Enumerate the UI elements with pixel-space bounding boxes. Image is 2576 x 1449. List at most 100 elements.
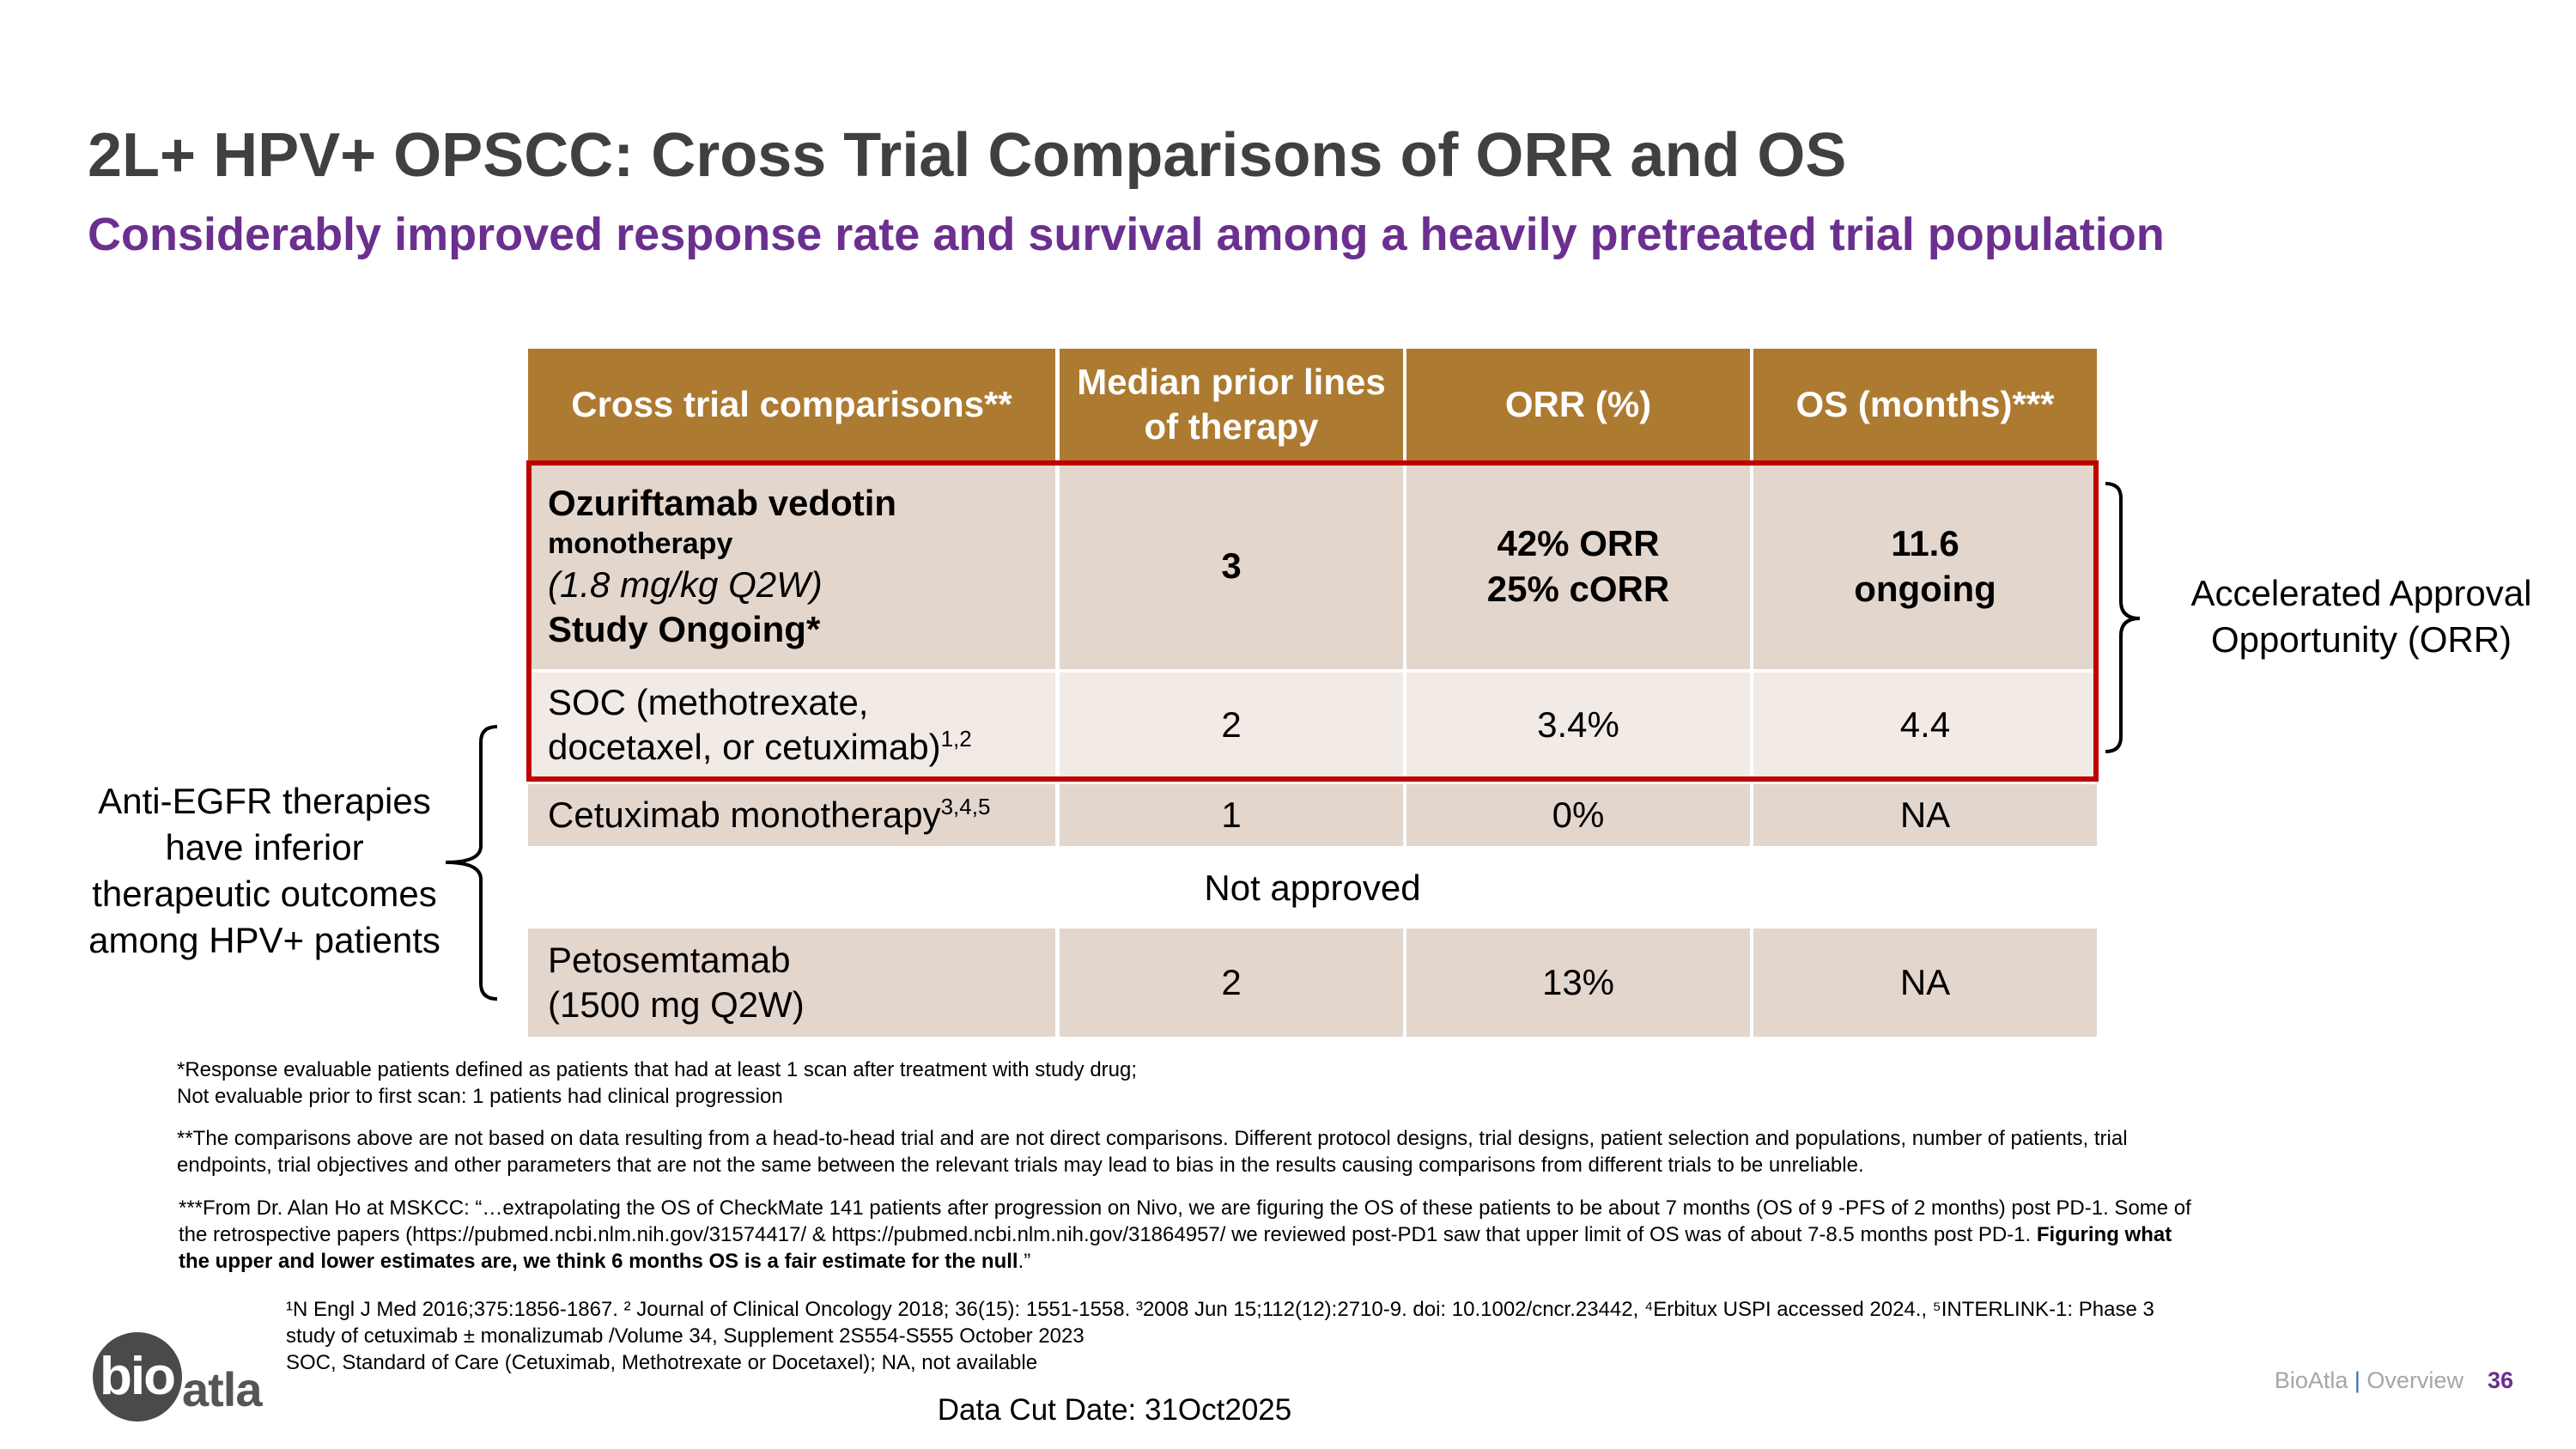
cell-text: monotherapy — [548, 527, 733, 560]
header-text: Cross trial comparisons** — [571, 383, 1012, 424]
footnote-text: ***From Dr. Alan Ho at MSKCC: “…extrapol… — [179, 1196, 2191, 1246]
cell-text: 2 — [1221, 703, 1242, 745]
annotation-line: among HPV+ patients — [88, 920, 440, 960]
cell-text: 11.6 — [1891, 521, 1959, 567]
cell-text: 42% ORR — [1497, 521, 1659, 567]
table-cell: 3.4% — [1406, 673, 1750, 777]
table-cell: 11.6 ongoing — [1753, 464, 2097, 669]
data-cut-date: Data Cut Date: 31Oct2025 — [937, 1393, 1292, 1427]
logo: bio atla — [93, 1327, 282, 1426]
cell-text: Petosemtamab — [548, 938, 790, 983]
cell-text: 25% cORR — [1486, 568, 1670, 609]
footnote-line: Not evaluable prior to first scan: 1 pat… — [177, 1085, 783, 1108]
table-cell: 0% — [1406, 784, 1750, 846]
cell-text: ongoing — [1854, 568, 1996, 609]
cell-text: 25% cORR — [1487, 567, 1669, 612]
header-cell: ORR (%) — [1406, 349, 1750, 460]
reference-mark: 3,4,5 — [940, 793, 991, 819]
cell-text: 1 — [1221, 794, 1242, 835]
logo-mark — [93, 1332, 182, 1422]
cell-text: Study Ongoing* — [548, 609, 821, 649]
cell-text: Study Ongoing* — [548, 607, 820, 653]
page-number: 36 — [2487, 1367, 2513, 1393]
cell-text: 2 — [1221, 703, 1241, 748]
table-cell: SOC (methotrexate, docetaxel, or cetuxima… — [528, 673, 1055, 777]
cell-text: Petosemtamab — [548, 939, 791, 980]
table-cell: 2 — [1060, 928, 1403, 1037]
table-cell: 13% — [1406, 928, 1750, 1037]
cell-text: Cetuximab monotherapy — [548, 794, 941, 835]
cell-text: (1500 mg Q2W) — [548, 983, 805, 1028]
footnote-text: .” — [1018, 1250, 1031, 1273]
cell-text: 4.4 — [1899, 703, 1951, 745]
cell-text: monotherapy — [548, 526, 732, 563]
cell-text: ongoing — [1854, 567, 1996, 612]
slide-title: 2L+ HPV+ OPSCC: Cross Trial Comparisons … — [88, 121, 1847, 190]
cell-text: NA — [1900, 960, 1950, 1006]
annotation-line: have inferior — [165, 827, 364, 868]
table-cell: 2 — [1060, 673, 1403, 777]
header-text: ORR (%) — [1504, 383, 1652, 424]
cell-text: (1.8 mg/kg Q2W) — [548, 563, 823, 605]
table-cell: 1 — [1060, 784, 1403, 846]
cell-text: NA — [1899, 961, 1951, 1002]
footer-separator: | — [2354, 1367, 2360, 1393]
header-cell: OS (months)*** — [1753, 349, 2097, 460]
abbreviations: SOC, Standard of Care (Cetuximab, Methot… — [286, 1351, 1038, 1374]
left-annotation: Anti-EGFR therapies have inferior therap… — [88, 778, 440, 964]
header-text: OS (months)*** — [1795, 383, 2055, 424]
cell-text: 11.6 — [1891, 523, 1959, 563]
footnote: **The comparisons above are not based on… — [177, 1127, 2128, 1177]
cell-text: 2 — [1221, 960, 1241, 1006]
annotation-line: Anti-EGFR therapies — [98, 781, 431, 821]
logo-text: bio — [100, 1347, 176, 1406]
footer: BioAtla | Overview 36 — [2275, 1367, 2513, 1394]
cell-text: Ozuriftamab vedotin — [548, 481, 896, 527]
cell-text: docetaxel, or cetuximab)1,2 — [548, 725, 972, 770]
left-bracket — [445, 725, 498, 1001]
table-cell: NA — [1753, 928, 2097, 1037]
header-cell: Median prior lines of therapy — [1060, 349, 1403, 460]
cell-text: docetaxel, or cetuximab) — [548, 727, 941, 767]
header-text: of therapy — [1144, 406, 1319, 447]
cell-text: 0% — [1552, 794, 1605, 835]
cell-text: 2 — [1221, 961, 1242, 1002]
footer-section: Overview — [2366, 1367, 2464, 1393]
reference-text: ¹N Engl J Med 2016;375:1856-1867. ² Jour… — [286, 1298, 2154, 1348]
table-cell: 3 — [1060, 464, 1403, 669]
cell-text: 3 — [1221, 544, 1241, 589]
cell-text: 3.4% — [1537, 703, 1619, 745]
cell-text: SOC (methotrexate, — [548, 680, 868, 726]
header-text: Median prior lines — [1077, 361, 1386, 402]
cell-text: (1500 mg Q2W) — [548, 984, 805, 1025]
right-annotation: Accelerated Approval Opportunity (ORR) — [2191, 570, 2532, 663]
references: ¹N Engl J Med 2016;375:1856-1867. ² Jour… — [286, 1296, 2158, 1376]
right-bracket — [2105, 482, 2141, 753]
reference-mark: 1,2 — [940, 726, 972, 752]
table-cell: 4.4 — [1753, 673, 2097, 777]
cell-text: 4.4 — [1900, 703, 1950, 748]
cell-text: 3 — [1221, 545, 1242, 587]
cell-text: NA — [1900, 793, 1950, 838]
table-cell: NA — [1753, 784, 2097, 846]
header-cell: Cross trial comparisons** — [528, 349, 1055, 460]
cell-text: 1 — [1221, 793, 1241, 838]
cell-text: SOC (methotrexate, — [548, 681, 869, 722]
cell-text: 0% — [1552, 793, 1605, 838]
logo-text: atla — [182, 1362, 262, 1416]
cell-text: (1.8 mg/kg Q2W) — [548, 563, 823, 608]
footnote: ***From Dr. Alan Ho at MSKCC: “…extrapol… — [179, 1195, 2196, 1275]
cell-text: 13% — [1542, 960, 1614, 1006]
table-cell: 42% ORR 25% cORR — [1406, 464, 1750, 669]
table-cell: Ozuriftamab vedotin monotherapy (1.8 mg/kg… — [528, 464, 1055, 669]
footnote: *Response evaluable patients defined as … — [177, 1056, 2238, 1110]
highlight-box — [526, 460, 2099, 782]
cell-text: Cetuximab monotherapy3,4,5 — [548, 793, 990, 838]
table-cell: Petosemtamab (1500 mg Q2W) — [528, 928, 1055, 1037]
cell-text: NA — [1899, 794, 1951, 835]
cell-text: Ozuriftamab vedotin — [548, 482, 897, 523]
footer-company: BioAtla — [2274, 1367, 2348, 1393]
divider-text: Not approved — [1204, 867, 1421, 908]
